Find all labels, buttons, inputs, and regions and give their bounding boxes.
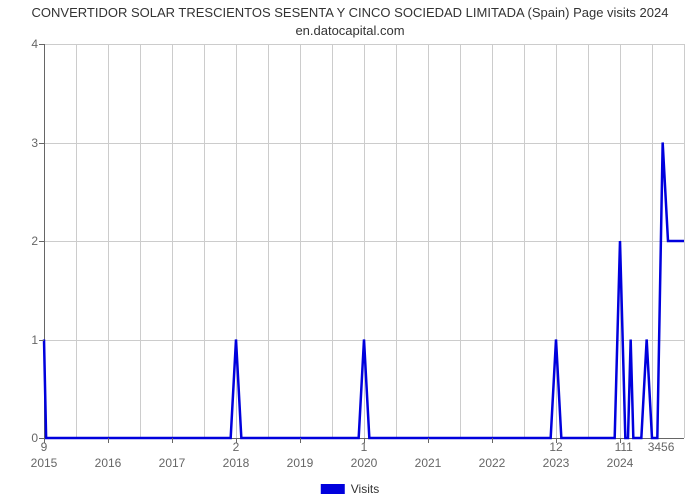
plot-region: 0123420152016201720182019202020212022202… (44, 44, 684, 438)
title-line-1: CONVERTIDOR SOLAR TRESCIENTOS SESENTA Y … (0, 4, 700, 22)
ytick-mark (39, 143, 44, 144)
xtick-mark (172, 438, 173, 443)
line-series (44, 44, 684, 438)
value-label: 111 (615, 438, 633, 454)
value-label: 3456 (648, 438, 675, 454)
value-label: 9 (41, 438, 48, 454)
value-label: 1 (361, 438, 368, 454)
ytick-mark (39, 44, 44, 45)
xtick-mark (428, 438, 429, 443)
legend-swatch (321, 484, 345, 494)
chart-container: CONVERTIDOR SOLAR TRESCIENTOS SESENTA Y … (0, 0, 700, 500)
title-line-2: en.datocapital.com (0, 22, 700, 40)
ytick-mark (39, 241, 44, 242)
xtick-mark (108, 438, 109, 443)
value-label: 12 (549, 438, 562, 454)
gridline-vertical (684, 44, 685, 438)
visits-line (44, 143, 684, 439)
xtick-mark (300, 438, 301, 443)
xtick-mark (492, 438, 493, 443)
chart-title: CONVERTIDOR SOLAR TRESCIENTOS SESENTA Y … (0, 0, 700, 39)
ytick-mark (39, 340, 44, 341)
legend: Visits (321, 482, 379, 496)
legend-label: Visits (351, 482, 379, 496)
value-label: 2 (233, 438, 240, 454)
